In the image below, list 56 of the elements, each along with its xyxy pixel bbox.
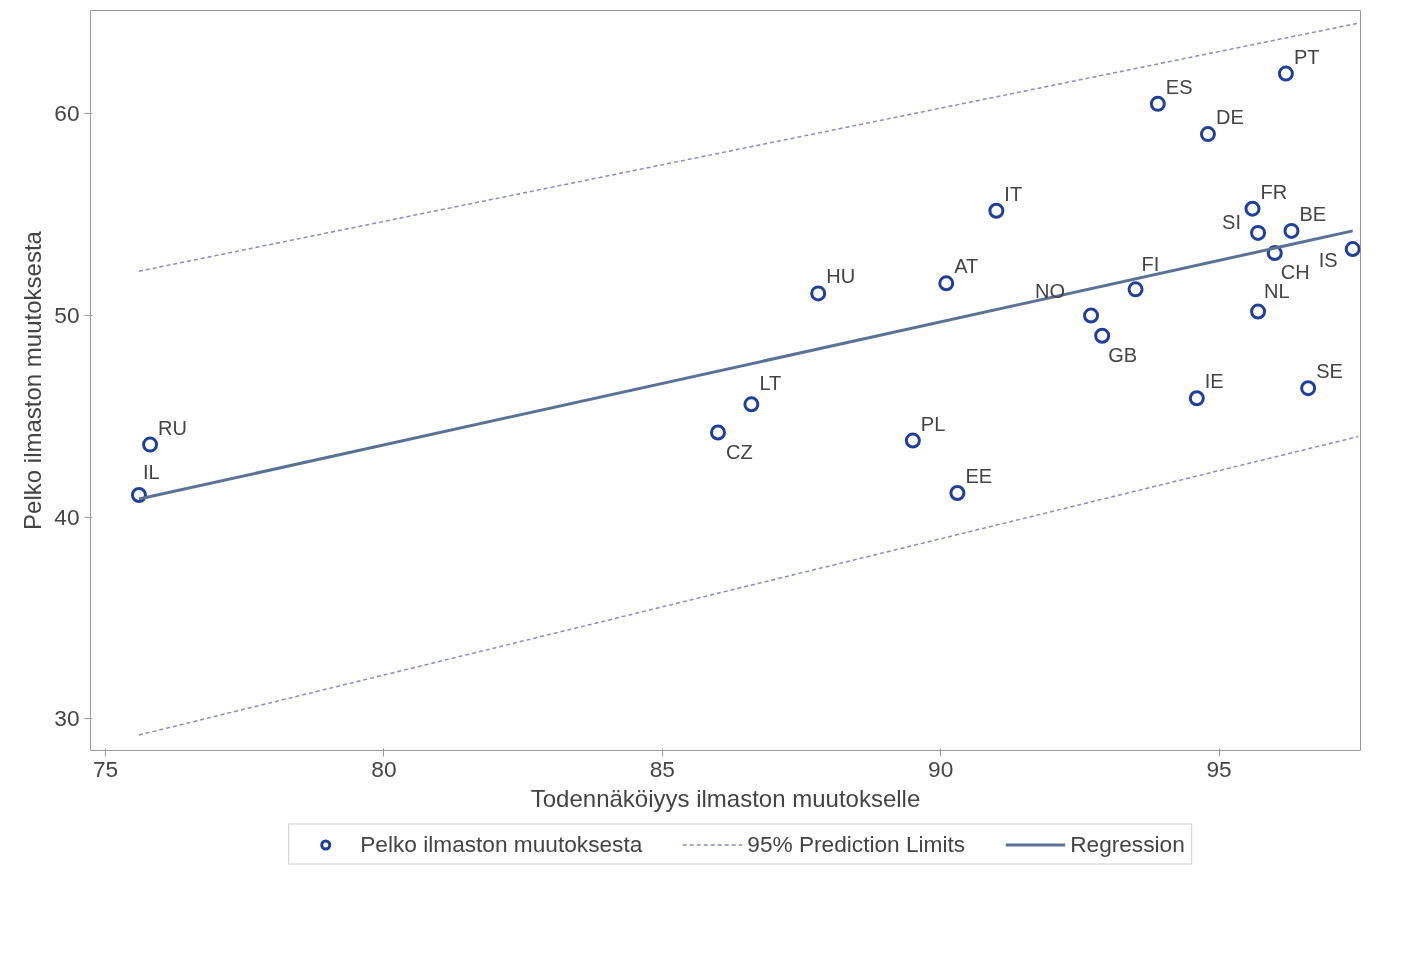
x-tick-label: 75 [92, 755, 119, 782]
point [988, 202, 1005, 219]
point [1344, 241, 1361, 258]
annotation: RU [158, 416, 187, 439]
annotation: ES [1165, 75, 1193, 98]
point [1300, 380, 1317, 397]
legend-label: 95% Prediction Limits [747, 830, 966, 858]
annotation: IE [1204, 370, 1224, 393]
point [1083, 307, 1100, 324]
annotation: NO [1035, 279, 1066, 302]
point [1283, 222, 1300, 239]
point [1250, 224, 1267, 241]
point [810, 285, 827, 302]
x-tick-label: 90 [928, 755, 954, 782]
annotation: CZ [725, 440, 753, 463]
annotation: FI [1141, 253, 1160, 276]
point [1149, 95, 1166, 112]
annotation: IL [142, 461, 160, 484]
point [949, 485, 966, 501]
point [904, 432, 921, 449]
annotation: AT [954, 255, 979, 278]
annotation: IS [1318, 249, 1338, 272]
x-tick-label: 95 [1206, 755, 1232, 782]
annotation: HU [826, 265, 856, 288]
y-tick-label: 30 [54, 705, 80, 732]
annotation: EE [965, 465, 993, 488]
point [1199, 126, 1216, 143]
point [1277, 65, 1294, 82]
x-axis-title: Todennäköiyys ilmaston muutokselle [530, 784, 921, 812]
annotation: IT [1004, 182, 1023, 205]
annotation: FR [1260, 180, 1288, 203]
annotation: LT [759, 372, 782, 395]
x-tick-label: 80 [371, 755, 397, 782]
point [743, 396, 760, 413]
point [1250, 303, 1267, 320]
legend-label: Pelko ilmaston muutoksesta [360, 830, 643, 858]
point [1127, 281, 1144, 298]
point [1188, 390, 1205, 407]
annotation: PL [920, 412, 946, 435]
annotation: PT [1293, 45, 1320, 68]
annotation: GB [1108, 343, 1138, 366]
point [709, 424, 726, 441]
annotation: BE [1299, 202, 1327, 225]
annotation: DE [1215, 106, 1244, 129]
y-tick-label: 50 [54, 302, 80, 329]
point [938, 275, 955, 292]
annotation: SI [1222, 210, 1241, 233]
annotation: SE [1316, 360, 1343, 383]
point [142, 436, 159, 453]
point [1094, 327, 1111, 344]
x-tick-label: 85 [649, 755, 675, 782]
y-tick-label: 40 [54, 503, 80, 530]
y-tick-label: 60 [54, 100, 80, 127]
y-axis-title: Pelko ilmaston muutoksesta [19, 230, 47, 530]
legend-label: Regression [1070, 830, 1185, 858]
point [1244, 200, 1261, 217]
